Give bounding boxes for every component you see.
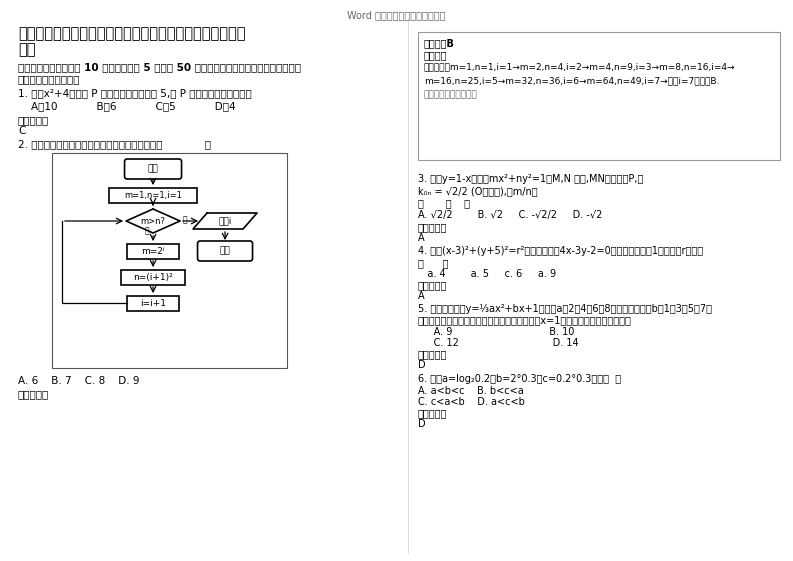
Text: 否: 否 [145, 226, 149, 235]
Text: 考点：程序框图和算法: 考点：程序框图和算法 [424, 90, 477, 99]
Text: i=i+1: i=i+1 [140, 298, 166, 307]
Text: 【答案】B: 【答案】B [424, 38, 455, 48]
Bar [121, 269, 185, 284]
Text: 4. 若圆(x-3)²+(y+5)²=r²上的点到直线4x-3y-2=0的最近距离等于1，则半径r的値为: 4. 若圆(x-3)²+(y+5)²=r²上的点到直线4x-3y-2=0的最近距… [418, 246, 703, 256]
Text: 四川省广安市广水市应山办事处中学高二数学文期末试题含: 四川省广安市广水市应山办事处中学高二数学文期末试题含 [18, 26, 246, 41]
Text: 于       （    ）: 于 （ ） [418, 198, 470, 208]
Text: 5. 已知一组曲线y=⅓ax²+bx+1，其中a为2、4、6、8中的任意一个，b为1、3、5、7中: 5. 已知一组曲线y=⅓ax²+bx+1，其中a为2、4、6、8中的任意一个，b… [418, 304, 712, 314]
Text: 6. 已知a=log₂0.2，b=2°0.3，c=0.2°0.3，则（  ）: 6. 已知a=log₂0.2，b=2°0.3，c=0.2°0.3，则（ ） [418, 374, 621, 384]
Polygon shape [126, 209, 180, 233]
Text: 参考答案：: 参考答案： [18, 389, 49, 399]
Text: 参考答案：: 参考答案： [18, 115, 49, 125]
Text: C. 12                              D. 14: C. 12 D. 14 [418, 338, 579, 348]
Text: 3. 直线y=1-x交橢圆mx²+ny²=1于M,N 两点,MN的中点为P,若: 3. 直线y=1-x交橢圆mx²+ny²=1于M,N 两点,MN的中点为P,若 [418, 174, 643, 184]
Text: A: A [418, 233, 424, 243]
Text: 参考答案：: 参考答案： [418, 280, 447, 290]
Text: 参考答案：: 参考答案： [418, 349, 447, 359]
Text: A. 9                               B. 10: A. 9 B. 10 [418, 327, 574, 337]
Text: A. √2/2        B. √2     C. -√2/2     D. -√2: A. √2/2 B. √2 C. -√2/2 D. -√2 [418, 210, 603, 220]
Text: 输出i: 输出i [218, 217, 232, 226]
Text: m=16,n=25,i=5→m=32,n=36,i=6→m=64,n=49,i=7→输出i=7，故选B.: m=16,n=25,i=5→m=32,n=36,i=6→m=64,n=49,i=… [424, 76, 719, 85]
Text: Word 文档下载后（可任意编辑）: Word 文档下载后（可任意编辑） [347, 10, 445, 20]
Text: 结束: 结束 [220, 246, 231, 255]
Polygon shape [193, 213, 257, 229]
Text: A: A [418, 291, 424, 301]
Text: 参考答案：: 参考答案： [418, 222, 447, 232]
Text: m=1,n=1,i=1: m=1,n=1,i=1 [125, 191, 182, 200]
Bar [52, 153, 287, 368]
FancyBboxPatch shape [197, 241, 252, 261]
FancyBboxPatch shape [125, 159, 182, 179]
Text: A. 6    B. 7    C. 8    D. 9: A. 6 B. 7 C. 8 D. 9 [18, 376, 140, 386]
Text: 开始: 开始 [147, 164, 159, 173]
Text: （      ）: （ ） [418, 258, 449, 268]
Text: A、10            B、6            C、5            D、4: A、10 B、6 C、5 D、4 [18, 101, 236, 111]
Text: 的任意一个，现从这些曲线中任取两条，它们在x=1处的切线相互平行的组数为: 的任意一个，现从这些曲线中任取两条，它们在x=1处的切线相互平行的组数为 [418, 315, 632, 325]
Text: 试题分析：m=1,n=1,i=1→m=2,n=4,i=2→m=4,n=9,i=3→m=8,n=16,i=4→: 试题分析：m=1,n=1,i=1→m=2,n=4,i=2→m=4,n=9,i=3… [424, 62, 735, 71]
Text: 【解析】: 【解析】 [424, 50, 447, 60]
Text: 2. 某程序框图如图，则该程序运行后输出的値为（             ）: 2. 某程序框图如图，则该程序运行后输出的値为（ ） [18, 139, 211, 149]
Text: C: C [18, 126, 25, 136]
Text: m>n?: m>n? [140, 217, 166, 226]
Text: D: D [418, 360, 426, 370]
Text: k₀ₙ = √2/2 (O为原点),则m/n等: k₀ₙ = √2/2 (O为原点),则m/n等 [418, 186, 538, 196]
Text: 解析: 解析 [18, 42, 36, 57]
Text: m=2ⁱ: m=2ⁱ [141, 246, 165, 255]
Text: 是: 是 [183, 215, 188, 224]
Text: 是一个符合题目要求的: 是一个符合题目要求的 [18, 74, 81, 84]
Text: a. 4        a. 5     c. 6     a. 9: a. 4 a. 5 c. 6 a. 9 [418, 269, 556, 279]
Text: n=(i+1)²: n=(i+1)² [133, 273, 173, 282]
Bar [127, 296, 179, 310]
Text: 参考答案：: 参考答案： [418, 408, 447, 418]
Text: C. c<a<b    D. a<c<b: C. c<a<b D. a<c<b [418, 397, 525, 407]
Bar [127, 243, 179, 259]
Text: 1. 橢圆x²+4上一点 P 到一个焦点的距离为 5,则 P 到另一个焦点的距离为: 1. 橢圆x²+4上一点 P 到一个焦点的距离为 5,则 P 到另一个焦点的距离… [18, 88, 251, 98]
Text: D: D [418, 419, 426, 429]
Text: 一、选择题：本大题共 10 小题，每小题 5 分，共 50 分。在每小题给出的四个选项中，只有: 一、选择题：本大题共 10 小题，每小题 5 分，共 50 分。在每小题给出的四… [18, 62, 301, 72]
Text: A. a<b<c    B. b<c<a: A. a<b<c B. b<c<a [418, 386, 523, 396]
Bar [418, 32, 780, 160]
Bar [109, 187, 197, 203]
